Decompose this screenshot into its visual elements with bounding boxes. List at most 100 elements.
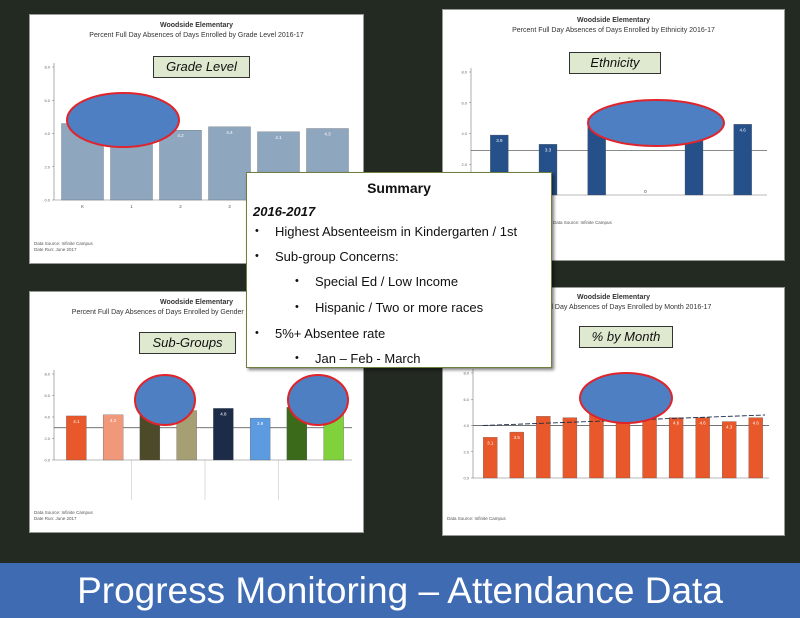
- highlight-ellipse: [134, 374, 196, 426]
- y-tick-label: 8.0: [463, 371, 469, 376]
- bar-value-label: 4.3: [324, 132, 331, 137]
- bar-value-label: 4.6: [753, 421, 760, 426]
- sub-groups-chart-title: Woodside Elementary: [159, 299, 233, 306]
- bar: [733, 124, 752, 196]
- bar-value-label: 3.9: [257, 421, 264, 426]
- y-tick-label: 8.0: [44, 372, 50, 377]
- y-tick-label: 6.0: [461, 100, 467, 105]
- bar: [159, 130, 202, 201]
- ethnicity-chart-title: Woodside Elementary: [576, 17, 650, 24]
- x-tick-label: 2: [179, 204, 182, 209]
- bar-value-label: 3.1: [487, 440, 494, 445]
- bar-value-label: 4.6: [700, 421, 707, 426]
- y-tick-label: 0.0: [44, 198, 50, 203]
- bar: [562, 417, 578, 479]
- y-tick-label: 0.0: [44, 458, 50, 463]
- y-tick-label: 2.0: [463, 449, 469, 454]
- bar-value-label: 4.1: [73, 419, 80, 424]
- y-tick-label: 2.0: [44, 164, 50, 169]
- bar-value-label: 3.5: [514, 435, 521, 440]
- summary-box: Summary 2016-2017 • Highest Absenteeism …: [246, 172, 552, 368]
- y-tick-label: 0.0: [463, 476, 469, 481]
- y-tick-label: 6.0: [44, 98, 50, 103]
- by-month-chart-title: Woodside Elementary: [576, 294, 650, 301]
- highlight-ellipse: [287, 374, 349, 426]
- bar: [66, 415, 87, 461]
- grade-level-panel: Woodside Elementary Percent Full Day Abs…: [30, 15, 363, 263]
- bar-value-label: 4.8: [220, 411, 227, 416]
- y-tick-label: 2.0: [461, 162, 467, 167]
- bullet: •: [295, 352, 299, 364]
- x-tick-label: 1: [130, 204, 133, 209]
- highlight-ellipse: [66, 92, 180, 148]
- sub-groups-tag: Sub-Groups: [139, 332, 236, 354]
- bar-value-label: 4.1: [275, 135, 282, 140]
- x-tick-label: 3: [228, 204, 231, 209]
- y-tick-label: 8.0: [461, 70, 467, 75]
- page-banner: Progress Monitoring – Attendance Data: [0, 563, 800, 618]
- y-tick-label: 6.0: [463, 397, 469, 402]
- grade-level-chart-title: Woodside Elementary: [159, 22, 233, 29]
- highlight-ellipse: [579, 372, 673, 424]
- ethnicity-chart: 0.02.04.06.08.03.93.304.6: [461, 68, 767, 198]
- grade-level-footnote-line: Date Run: June 2017: [34, 247, 77, 252]
- bar: [536, 416, 551, 479]
- ethnicity-panel: Woodside Elementary Percent Full Day Abs…: [443, 10, 784, 260]
- by-month-tag: % by Month: [579, 326, 673, 348]
- sub-groups-footnote-line: Data Source: Infinite Campus: [34, 510, 93, 515]
- summary-item: Hispanic / Two or more races: [315, 300, 484, 315]
- bar: [213, 408, 234, 461]
- by-month-footnote-line: Data Source: Infinite Campus: [447, 516, 506, 521]
- ethnicity-footnote: Data Source: Infinite Campus: [553, 220, 612, 226]
- by-month-chart-subtitle: Percent Full Day Absences of Days Enroll…: [515, 304, 712, 311]
- sub-groups-chart: 0.0 2.0 4.0 6.0 8.0 4.1 4.2 4.8 3.9: [44, 370, 352, 500]
- bar-value-label: 3.9: [496, 138, 503, 143]
- by-month-footnote: Data Source: Infinite Campus: [447, 516, 506, 522]
- x-tick-label: K: [81, 204, 84, 209]
- bar: [748, 417, 763, 479]
- y-tick-label: 4.0: [463, 423, 469, 428]
- bar: [102, 414, 124, 461]
- bullet: •: [255, 327, 259, 339]
- bar-value-label: 4.4: [226, 130, 233, 135]
- y-tick-label: 4.0: [461, 131, 467, 136]
- ethnicity-chart-subtitle: Percent Full Day Absences of Days Enroll…: [512, 27, 715, 34]
- y-tick-label: 6.0: [44, 393, 50, 398]
- y-tick-label: 4.0: [44, 415, 50, 420]
- grade-level-tag: Grade Level: [153, 56, 250, 78]
- summary-item: 5%+ Absentee rate: [275, 326, 386, 341]
- bullet: •: [255, 250, 259, 262]
- bar: [722, 421, 737, 479]
- bar-value-label: 4.6: [740, 127, 747, 132]
- highlight-ellipse: [587, 99, 725, 147]
- summary-item: Sub-group Concerns:: [275, 249, 399, 264]
- summary-title: Summary: [367, 180, 431, 196]
- by-month-chart: 0.0 2.0 4.0 6.0 8.0 3.1 3.5 4.6 4.6 4.3 4.6: [463, 369, 769, 481]
- bullet: •: [255, 225, 259, 237]
- bar-value-label: 3.3: [545, 147, 552, 152]
- bullet: •: [295, 301, 299, 313]
- grade-level-footnote-line: Data Source: Infinite Campus: [34, 241, 93, 246]
- ethnicity-tag: Ethnicity: [569, 52, 661, 74]
- y-tick-label: 8.0: [44, 65, 50, 70]
- bar: [695, 417, 710, 479]
- summary-year: 2016-2017: [253, 204, 316, 219]
- bar-value-label: 4.6: [673, 421, 680, 426]
- sub-groups-chart-subtitle: Percent Full Day Absences of Days Enroll…: [71, 309, 322, 316]
- ethnicity-footnote-line: Data Source: Infinite Campus: [553, 220, 612, 225]
- summary-item: Jan – Feb - March: [315, 351, 421, 366]
- bar: [208, 126, 251, 201]
- bar: [509, 431, 524, 479]
- summary-item: Special Ed / Low Income: [315, 274, 459, 289]
- grade-level-footnote: Data Source: Infinite Campus Date Run: J…: [34, 241, 93, 253]
- bar-value-label: 4.2: [110, 418, 117, 423]
- bar: [249, 417, 271, 461]
- bar: [668, 417, 684, 479]
- sub-groups-footnote-line: Date Run: June 2017: [34, 516, 77, 521]
- bullet: •: [295, 275, 299, 287]
- sub-groups-footnote: Data Source: Infinite Campus Date Run: J…: [34, 510, 93, 522]
- y-tick-label: 2.0: [44, 436, 50, 441]
- bar-value-label: 4.3: [726, 425, 733, 430]
- bar-value-label: 4.2: [177, 133, 184, 138]
